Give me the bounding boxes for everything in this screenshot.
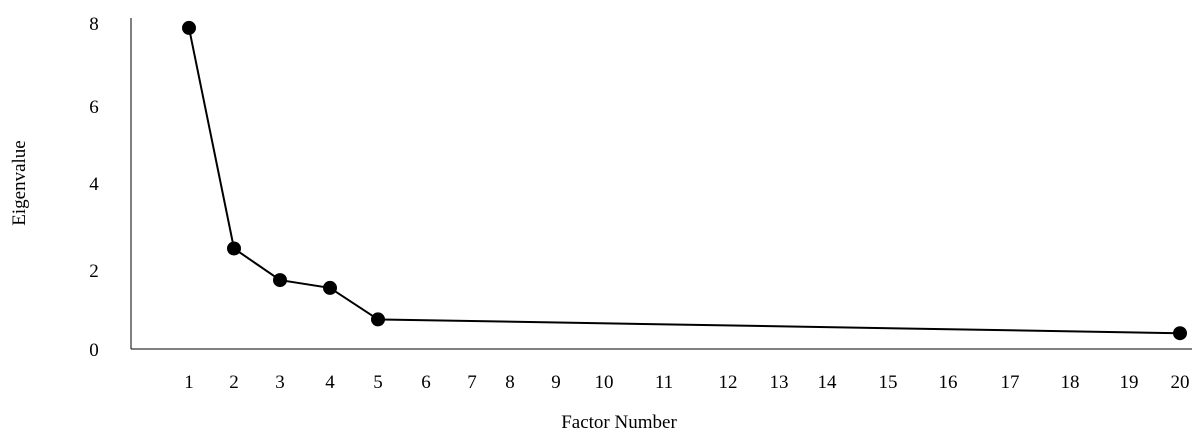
x-tick-label: 12 [719,372,738,393]
x-tick-label: 19 [1120,372,1139,393]
x-tick-label: 16 [939,372,958,393]
y-tick-label: 4 [89,174,99,195]
y-tick-label: 2 [89,261,99,282]
x-axis-title: Factor Number [561,412,677,433]
x-tick-label: 8 [505,372,515,393]
x-tick-label: 15 [879,372,898,393]
x-tick-label: 6 [421,372,431,393]
data-point [1173,326,1187,341]
x-tick-label: 7 [467,372,477,393]
y-tick-labels: 0 2 4 6 8 [89,14,99,361]
series-layer [182,20,1187,341]
x-tick-label: 5 [373,372,383,393]
data-point [323,280,337,295]
x-tick-label: 20 [1171,372,1190,393]
series-line [188,27,1181,335]
y-tick-label: 6 [89,97,99,118]
y-tick-label: 0 [89,340,99,361]
y-axis-title: Eigenvalue [9,140,30,225]
x-tick-label: 14 [818,372,838,393]
x-tick-label: 4 [325,372,335,393]
data-point [227,241,241,256]
data-point [182,20,196,35]
x-tick-label: 18 [1061,372,1080,393]
x-tick-label: 13 [770,372,789,393]
x-tick-label: 17 [1001,372,1020,393]
data-point [273,273,287,288]
x-tick-label: 11 [655,372,673,393]
x-tick-label: 2 [229,372,239,393]
x-tick-label: 9 [551,372,561,393]
x-tick-label: 3 [275,372,285,393]
y-tick-label: 8 [89,14,99,35]
x-tick-label: 1 [184,372,194,393]
data-point [371,312,385,327]
x-tick-labels: 1 2 3 4 5 6 7 8 9 10 11 12 13 14 15 16 17 18 19 20 [184,372,1189,393]
x-tick-label: 10 [595,372,614,393]
